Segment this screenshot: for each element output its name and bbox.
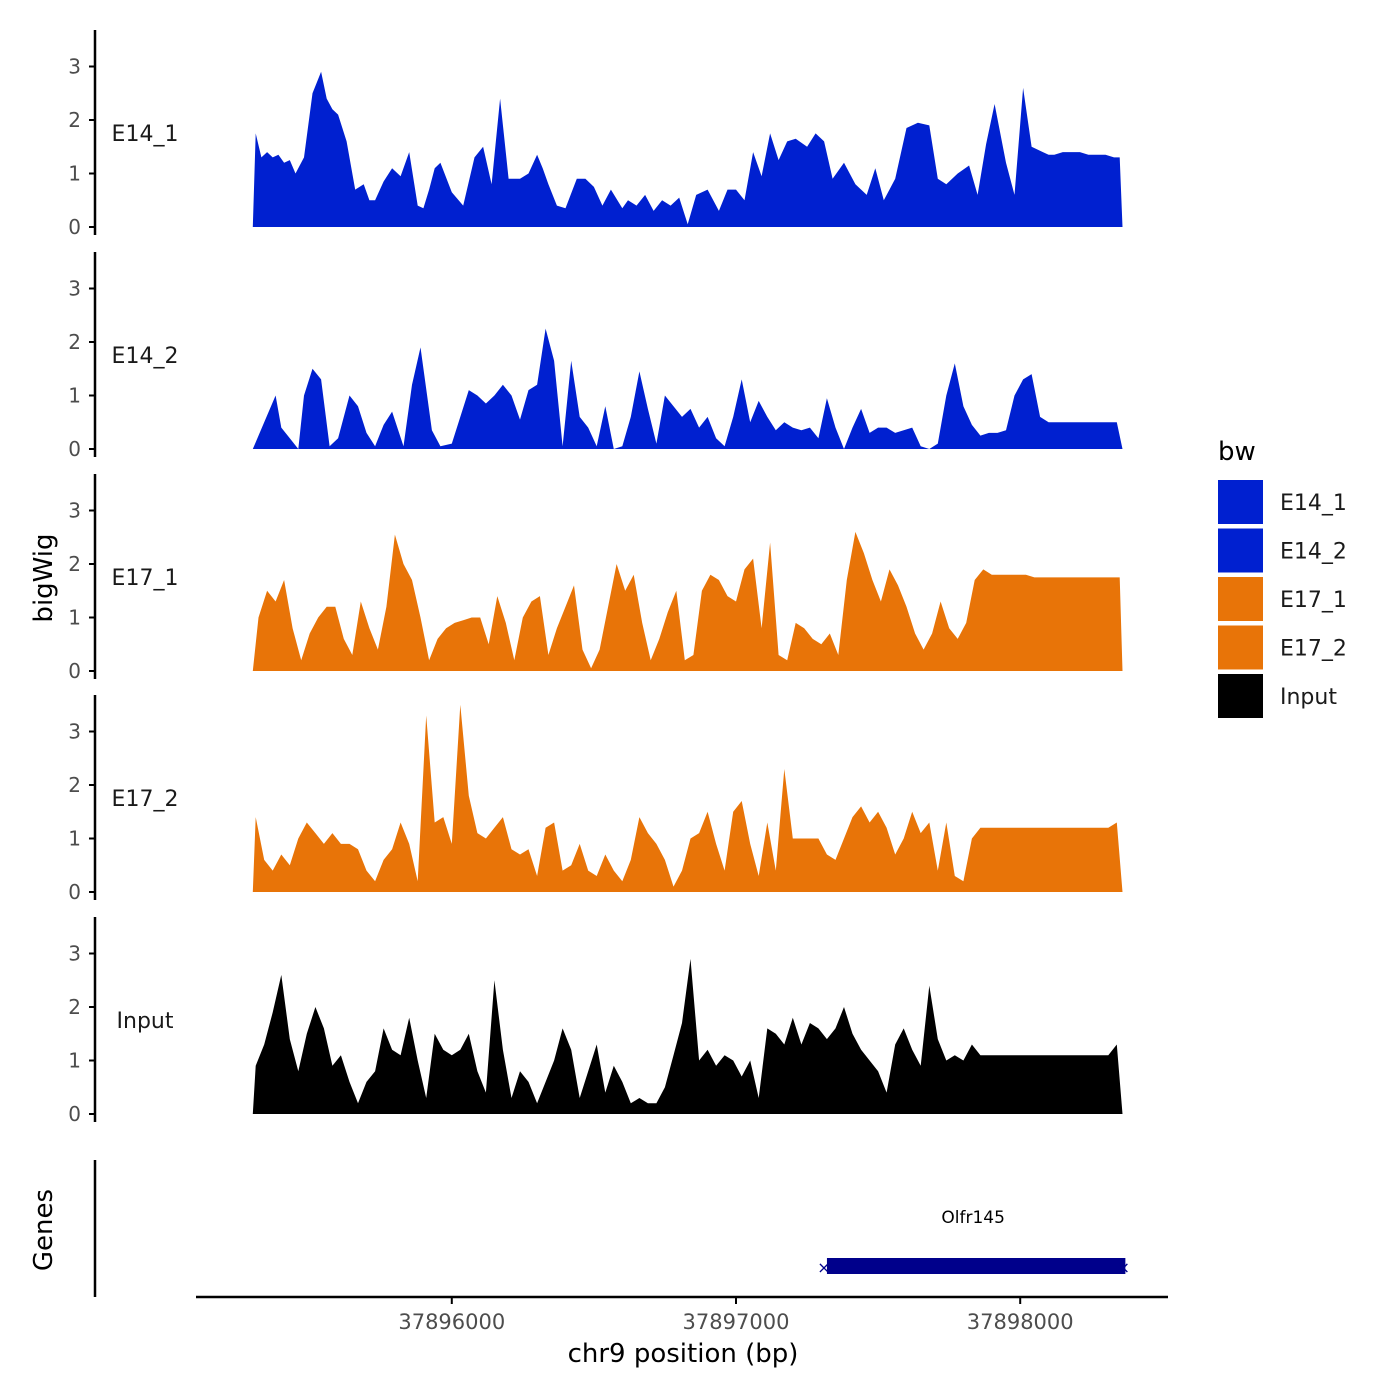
track-input: 0 1 2 3 Input (68, 917, 1123, 1126)
legend: bw E14_1 E14_2 E17_1 E17_2 Input (1218, 437, 1347, 718)
gene-end-marker: × (1117, 1258, 1130, 1277)
legend-title: bw (1218, 437, 1256, 467)
y-tick-label: 0 (68, 437, 81, 461)
y-tick-label: 3 (68, 942, 81, 966)
y-tick-label: 1 (68, 827, 81, 851)
legend-swatch (1218, 577, 1263, 621)
legend-swatch (1218, 674, 1263, 718)
y-tick-label: 2 (68, 552, 81, 576)
legend-label: Input (1280, 685, 1337, 710)
track-label: E17_2 (112, 787, 179, 812)
y-tick-label: 3 (68, 55, 81, 79)
y-axis-title: bigWig (29, 533, 59, 622)
legend-label: E17_1 (1280, 588, 1347, 613)
y-tick-label: 2 (68, 108, 81, 132)
x-axis: 37896000 37897000 37898000 (196, 1295, 1168, 1334)
gene-annotation-panel: Olfr145 × × (93, 1160, 1130, 1297)
gene-olfr145: Olfr145 × × (817, 1208, 1130, 1277)
legend-swatch (1218, 480, 1263, 524)
signal-area (252, 704, 1123, 892)
y-tick-label: 3 (68, 499, 81, 523)
y-tick-label: 1 (68, 1049, 81, 1073)
y-tick-label: 0 (68, 880, 81, 904)
gene-start-marker: × (817, 1258, 830, 1277)
y-tick-label: 0 (68, 659, 81, 683)
y-tick-label: 3 (68, 720, 81, 744)
legend-label: E14_1 (1280, 491, 1347, 516)
x-axis-title: chr9 position (bp) (568, 1339, 799, 1369)
y-tick-label: 0 (68, 215, 81, 239)
signal-area (252, 328, 1123, 449)
y-tick-label: 3 (68, 277, 81, 301)
y-tick-label: 1 (68, 162, 81, 186)
track-e17-2: 0 1 2 3 E17_2 (68, 695, 1123, 904)
signal-tracks: 0 1 2 3 E14_1 0 1 2 3 E14_2 0 1 2 3 E17_1 0 1 2 3 E17_2 0 1 2 3… (68, 30, 1123, 1126)
y-tick-label: 1 (68, 384, 81, 408)
genes-axis-title: Genes (29, 1189, 59, 1271)
x-tick-label: 37896000 (398, 1310, 505, 1334)
signal-area (252, 71, 1123, 227)
track-label: Input (117, 1009, 174, 1034)
track-label: E17_1 (112, 566, 179, 591)
gene-body (826, 1258, 1126, 1274)
signal-area (252, 531, 1123, 671)
legend-label: E14_2 (1280, 540, 1347, 565)
y-tick-label: 0 (68, 1102, 81, 1126)
gene-label: Olfr145 (941, 1208, 1005, 1228)
signal-area (252, 958, 1123, 1114)
track-e14-2: 0 1 2 3 E14_2 (68, 252, 1123, 461)
y-tick-label: 2 (68, 773, 81, 797)
x-tick-label: 37897000 (683, 1310, 790, 1334)
legend-swatch (1218, 528, 1263, 573)
track-label: E14_1 (112, 122, 179, 147)
y-tick-label: 1 (68, 606, 81, 630)
legend-label: E17_2 (1280, 637, 1347, 662)
track-e14-1: 0 1 2 3 E14_1 (68, 30, 1123, 239)
track-e17-1: 0 1 2 3 E17_1 (68, 474, 1123, 683)
legend-swatch (1218, 625, 1263, 670)
y-tick-label: 2 (68, 995, 81, 1019)
x-tick-label: 37898000 (967, 1310, 1074, 1334)
y-tick-label: 2 (68, 330, 81, 354)
track-label: E14_2 (112, 344, 179, 369)
